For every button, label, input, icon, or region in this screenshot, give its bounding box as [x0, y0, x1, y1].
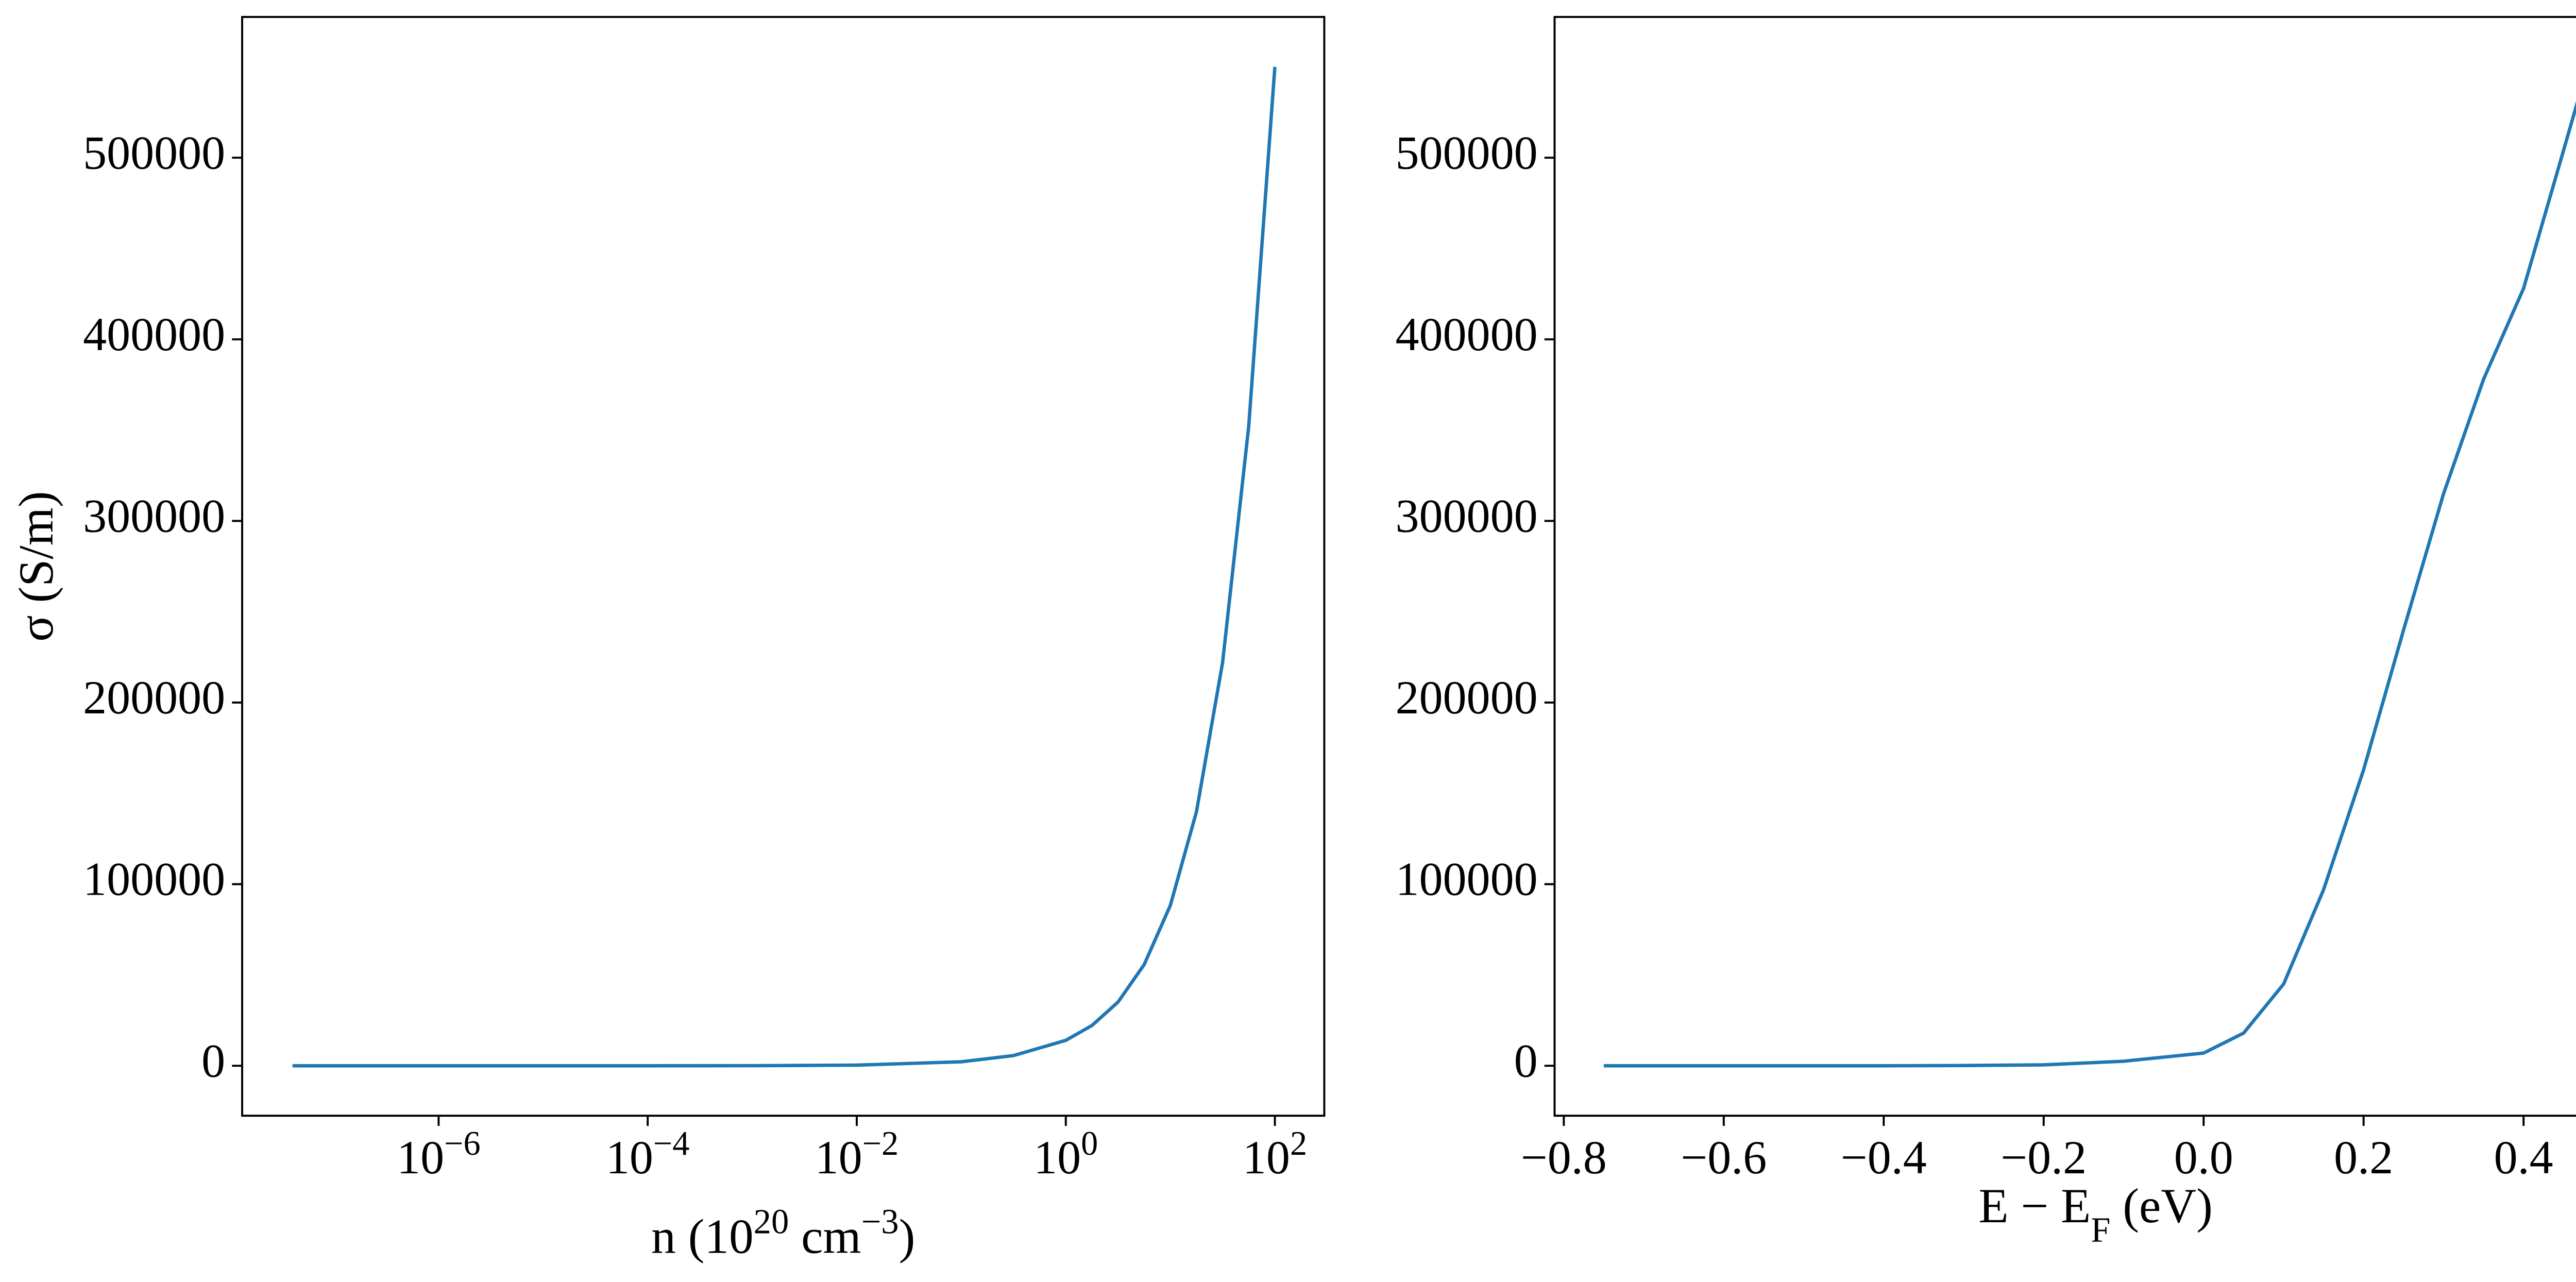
y-tick-label: 0	[1514, 1034, 1538, 1087]
y-tick-label: 0	[201, 1034, 225, 1087]
y-tick-label: 400000	[1396, 308, 1538, 361]
axes-frame	[1553, 15, 2576, 1117]
x-tick-label: −0.8	[1521, 1131, 1607, 1184]
x-tick-label: 10−4	[606, 1124, 690, 1184]
x-tick-label: 0.0	[2174, 1131, 2233, 1184]
x-axis-label: n (1020 cm−3)	[651, 1202, 915, 1263]
data-line	[292, 66, 1277, 1068]
y-tick-label: 100000	[83, 853, 225, 905]
x-tick-label: 10−6	[397, 1124, 481, 1184]
y-axis-label: σ (S/m)	[9, 491, 63, 641]
y-tick-label: 200000	[83, 671, 225, 724]
data-line	[1603, 100, 2576, 1068]
y-tick-label: 500000	[83, 126, 225, 179]
x-tick-label: −0.4	[1841, 1131, 1927, 1184]
x-tick-label: 10−2	[815, 1124, 899, 1184]
x-tick-label: 102	[1243, 1124, 1307, 1184]
x-tick-label: −0.2	[2001, 1131, 2087, 1184]
y-tick-label: 300000	[83, 490, 225, 542]
axes-frame	[241, 15, 1326, 1117]
y-tick-label: 200000	[1396, 671, 1538, 724]
y-tick-label: 300000	[1396, 490, 1538, 542]
x-axis-label: E − EF (eV)	[1978, 1178, 2212, 1250]
y-tick-label: 100000	[1396, 853, 1538, 905]
x-tick-label: −0.6	[1681, 1131, 1767, 1184]
panel: 0 100000 200000 300000 400000 500000 −0.8 −0.6 −…	[1396, 15, 2576, 1250]
panel: 0 100000 200000 300000 400000 500000 10−6 10−4 1…	[9, 15, 1326, 1263]
y-tick-label: 400000	[83, 308, 225, 361]
y-tick-label: 500000	[1396, 126, 1538, 179]
x-tick-label: 0.2	[2334, 1131, 2393, 1184]
x-tick-label: 100	[1033, 1124, 1098, 1184]
x-tick-label: 0.4	[2494, 1131, 2553, 1184]
